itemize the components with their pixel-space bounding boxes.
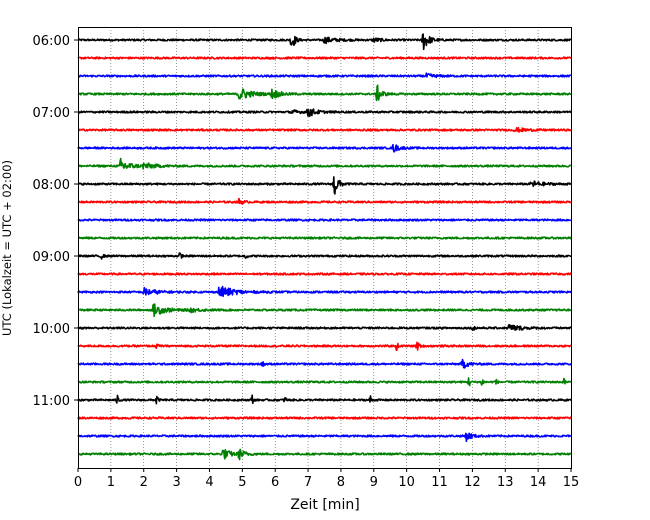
- trace-1030: [77, 358, 572, 369]
- x-tick-label: 10: [398, 475, 415, 490]
- trace-1145: [77, 448, 572, 461]
- trace-1115: [77, 416, 572, 420]
- trace-0730: [77, 143, 572, 153]
- x-tick-label: 1: [107, 475, 115, 490]
- trace-1015: [77, 341, 572, 352]
- trace-0845: [77, 236, 572, 240]
- x-tick-label: 11: [431, 475, 448, 490]
- trace-0900: [77, 252, 572, 260]
- trace-0945: [77, 303, 572, 318]
- trace-1045: [77, 377, 572, 387]
- trace-1130: [77, 432, 572, 443]
- x-tick-label: 9: [370, 475, 378, 490]
- x-axis-label: Zeit [min]: [290, 497, 359, 513]
- x-tick-label: 15: [563, 475, 580, 490]
- trace-1100: [77, 394, 572, 405]
- trace-0715: [77, 126, 572, 133]
- trace-0930: [77, 285, 572, 298]
- y-tick-label: 09:00: [33, 250, 70, 265]
- trace-0600: [77, 33, 572, 51]
- trace-0915: [77, 272, 572, 276]
- plot-frame: [78, 27, 572, 469]
- trace-1000: [77, 323, 572, 331]
- x-tick-label: 5: [238, 475, 246, 490]
- x-tick-label: 2: [140, 475, 148, 490]
- x-tick-label: 12: [464, 475, 481, 490]
- y-tick-label: 10:00: [33, 322, 70, 337]
- trace-0615: [77, 56, 572, 60]
- trace-0745: [77, 157, 572, 170]
- trace-0630: [77, 72, 572, 79]
- y-tick-label: 07:00: [33, 106, 70, 121]
- y-tick-label: 08:00: [33, 178, 70, 193]
- y-axis: 06:00 07:00 08:00 09:00 10:00 11:00: [33, 34, 78, 409]
- trace-0645: [77, 84, 572, 102]
- x-tick-label: 7: [304, 475, 312, 490]
- traces-group: [77, 33, 572, 461]
- y-tick-label: 06:00: [33, 34, 70, 49]
- x-tick-label: 14: [530, 475, 547, 490]
- y-tick-label: 11:00: [33, 394, 70, 409]
- x-tick-label: 3: [172, 475, 180, 490]
- trace-0700: [77, 108, 572, 117]
- trace-0800: [77, 176, 572, 195]
- x-axis: 0 1 2 3 4 5 6 7 8 9 10 11 12 13 14 15: [74, 468, 579, 490]
- trace-0830: [77, 218, 572, 222]
- trace-0815: [77, 197, 572, 205]
- x-tick-label: 0: [74, 475, 82, 490]
- x-tick-label: 6: [271, 475, 279, 490]
- x-tick-label: 8: [337, 475, 345, 490]
- x-tick-label: 4: [205, 475, 213, 490]
- y-axis-label: UTC (Lokalzeit = UTC + 02:00): [0, 160, 14, 336]
- x-tick-label: 13: [497, 475, 514, 490]
